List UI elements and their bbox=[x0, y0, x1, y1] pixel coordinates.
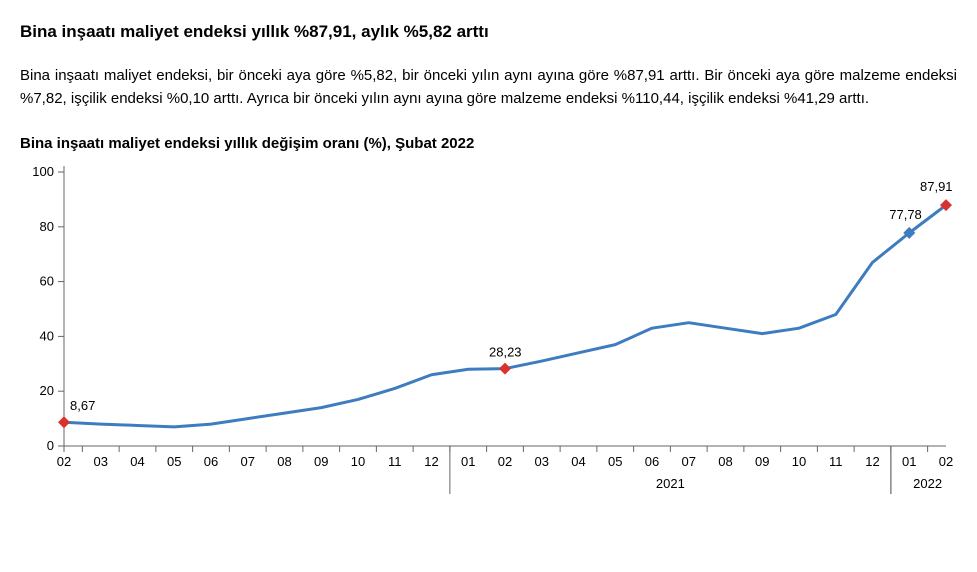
svg-text:02: 02 bbox=[939, 454, 953, 469]
svg-text:06: 06 bbox=[645, 454, 659, 469]
svg-text:20: 20 bbox=[40, 383, 54, 398]
svg-text:09: 09 bbox=[755, 454, 769, 469]
svg-text:8,67: 8,67 bbox=[70, 398, 95, 413]
svg-text:10: 10 bbox=[792, 454, 806, 469]
svg-text:01: 01 bbox=[461, 454, 475, 469]
svg-text:09: 09 bbox=[314, 454, 328, 469]
main-heading: Bina inşaatı maliyet endeksi yıllık %87,… bbox=[20, 22, 957, 42]
svg-text:100: 100 bbox=[32, 164, 54, 179]
svg-text:04: 04 bbox=[130, 454, 144, 469]
svg-text:11: 11 bbox=[388, 454, 402, 469]
svg-text:07: 07 bbox=[682, 454, 696, 469]
chart-title: Bina inşaatı maliyet endeksi yıllık deği… bbox=[20, 135, 957, 152]
svg-text:02: 02 bbox=[57, 454, 71, 469]
svg-text:77,78: 77,78 bbox=[889, 206, 922, 221]
svg-text:11: 11 bbox=[829, 454, 843, 469]
svg-text:28,23: 28,23 bbox=[489, 344, 522, 359]
svg-text:05: 05 bbox=[608, 454, 622, 469]
svg-text:03: 03 bbox=[535, 454, 549, 469]
svg-text:0: 0 bbox=[47, 438, 54, 453]
svg-text:03: 03 bbox=[94, 454, 108, 469]
svg-text:12: 12 bbox=[424, 454, 438, 469]
svg-text:87,91: 87,91 bbox=[920, 179, 953, 194]
intro-paragraph: Bina inşaatı maliyet endeksi, bir önceki… bbox=[20, 64, 957, 111]
svg-text:08: 08 bbox=[277, 454, 291, 469]
line-chart: 0204060801000203040506070809101112010203… bbox=[20, 156, 960, 516]
svg-text:07: 07 bbox=[241, 454, 255, 469]
chart-container: 0204060801000203040506070809101112010203… bbox=[20, 156, 960, 516]
svg-text:60: 60 bbox=[40, 273, 54, 288]
svg-text:10: 10 bbox=[351, 454, 365, 469]
svg-text:2022: 2022 bbox=[913, 476, 942, 491]
svg-text:08: 08 bbox=[718, 454, 732, 469]
svg-text:80: 80 bbox=[40, 218, 54, 233]
svg-text:01: 01 bbox=[902, 454, 916, 469]
svg-text:12: 12 bbox=[865, 454, 879, 469]
svg-text:40: 40 bbox=[40, 328, 54, 343]
svg-text:04: 04 bbox=[571, 454, 585, 469]
svg-text:05: 05 bbox=[167, 454, 181, 469]
svg-text:02: 02 bbox=[498, 454, 512, 469]
svg-text:2021: 2021 bbox=[656, 476, 685, 491]
svg-text:06: 06 bbox=[204, 454, 218, 469]
